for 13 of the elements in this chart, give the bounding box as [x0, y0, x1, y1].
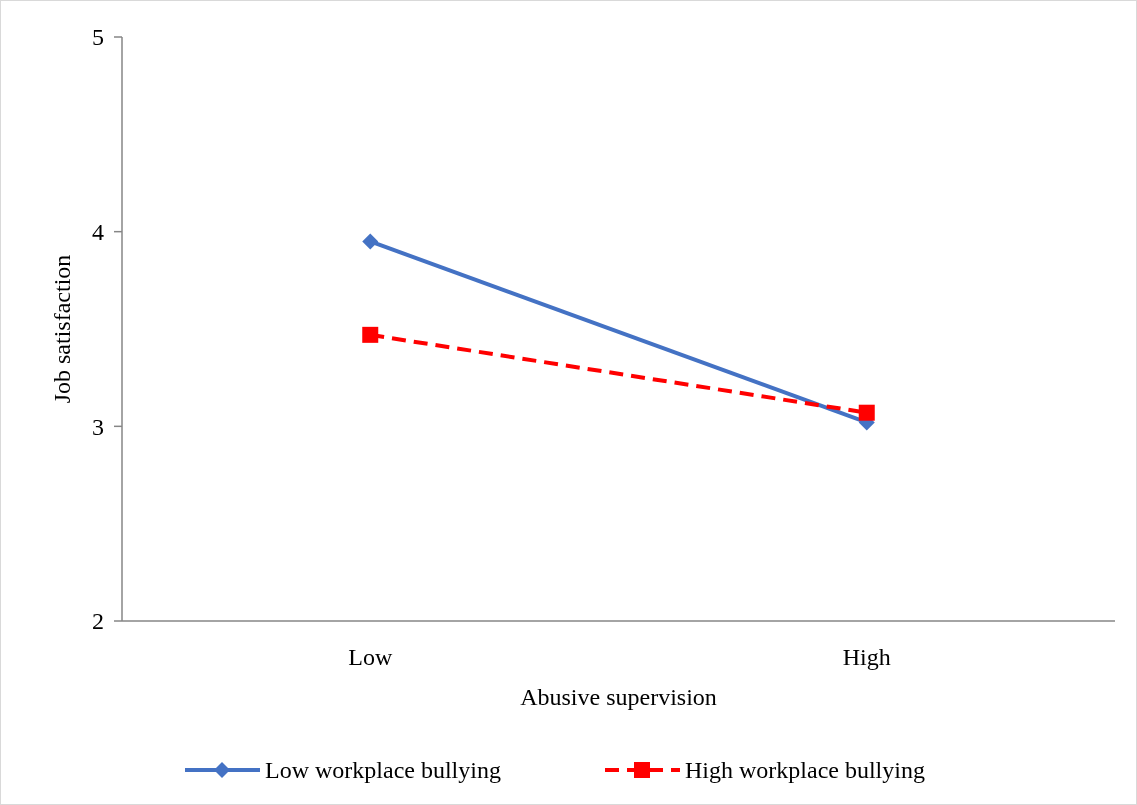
point: [362, 233, 379, 250]
y-axis-title: Job satisfaction: [49, 254, 75, 404]
y-tick-label: 3: [92, 413, 104, 440]
y-tick-label: 5: [92, 24, 104, 51]
y-tick-label: 4: [92, 219, 104, 246]
legend-label: High workplace bullying: [685, 757, 925, 784]
point: [362, 326, 379, 343]
x-axis-title: Abusive supervision: [520, 684, 717, 710]
y-tick-label: 2: [92, 608, 104, 635]
legend-label: Low workplace bullying: [265, 757, 501, 784]
x-tick-label: Low: [348, 644, 393, 670]
point: [858, 404, 875, 421]
x-tick-label: High: [842, 644, 891, 670]
